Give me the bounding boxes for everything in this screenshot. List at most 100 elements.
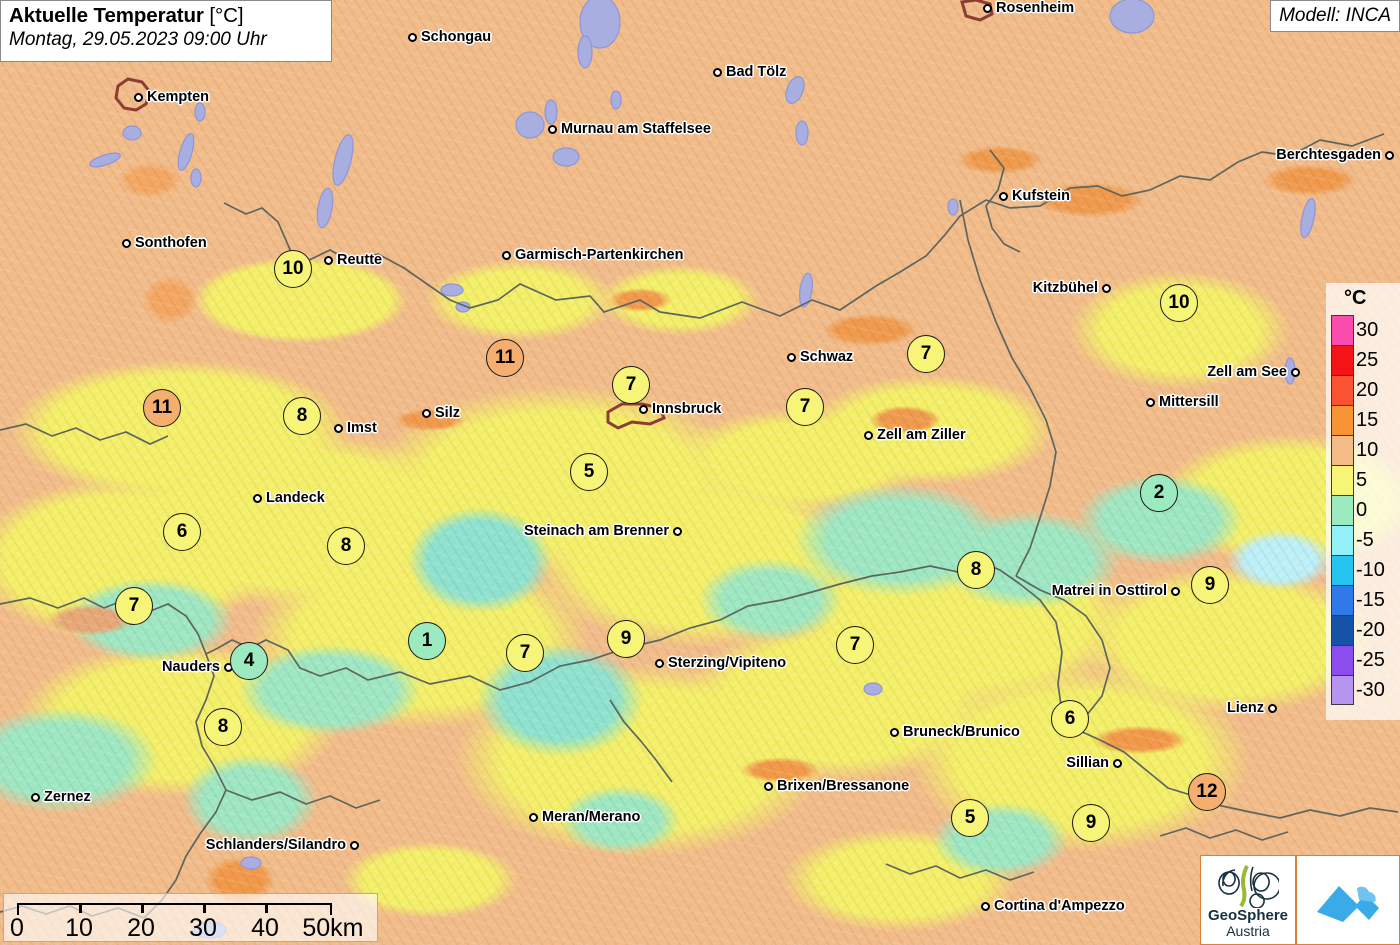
city-name: Sillian — [1066, 755, 1109, 771]
legend-tick-minus20: -20 — [1356, 619, 1385, 641]
scale-label: 40 — [251, 914, 279, 942]
scale-label: 50km — [302, 914, 364, 942]
city-marker-icon — [1291, 367, 1300, 377]
legend-tick-minus25: -25 — [1356, 649, 1385, 671]
city-name: Matrei in Osttirol — [1051, 583, 1167, 599]
city-name: Schlanders/Silandro — [205, 837, 346, 853]
city-marker-icon — [890, 727, 899, 737]
city-name: Kempten — [147, 89, 210, 105]
city-name: Bad Tölz — [726, 64, 787, 80]
city-name: Innsbruck — [652, 401, 722, 417]
legend-tick-0: 0 — [1356, 499, 1368, 521]
legend-tick-minus30: -30 — [1356, 679, 1385, 701]
station-temperature-marker: 10 — [274, 250, 312, 288]
city-name: Cortina d'Ampezzo — [994, 898, 1125, 914]
legend-tick-minus15: -15 — [1356, 589, 1385, 611]
legend-swatch-0 — [1331, 495, 1354, 525]
city-name: Zell am See — [1207, 364, 1287, 380]
station-temperature-marker: 8 — [957, 551, 995, 589]
city-label: Kufstein — [999, 188, 1070, 204]
station-temperature-marker: 6 — [1051, 700, 1089, 738]
scale-label: 0 — [10, 914, 24, 942]
city-label: Garmisch-Partenkirchen — [502, 247, 683, 263]
city-name: Meran/Merano — [542, 809, 641, 825]
city-marker-icon — [673, 526, 682, 536]
city-marker-icon — [31, 792, 40, 802]
geosphere-logo-sub: Austria — [1226, 922, 1270, 939]
legend-swatch-30 — [1331, 315, 1354, 345]
geosphere-austria-logo: GeoSphere Austria — [1200, 855, 1296, 945]
city-label: Schongau — [408, 29, 491, 45]
legend-unit-label: °C — [1344, 287, 1367, 309]
city-name: Lienz — [1226, 700, 1264, 716]
city-marker-icon — [350, 840, 359, 850]
city-name: Kitzbühel — [1032, 280, 1098, 296]
legend-tick-minus5: -5 — [1356, 529, 1374, 551]
city-name: Landeck — [266, 490, 325, 506]
city-marker-icon — [1385, 150, 1394, 160]
blue-chevron-icon — [1317, 886, 1379, 922]
city-marker-icon — [253, 493, 262, 503]
city-marker-icon — [999, 191, 1008, 201]
station-temperature-marker: 8 — [283, 397, 321, 435]
temperature-legend: °C 30 25 20 15 10 5 0 -5 -10 -15 -20 -25 -30 — [1326, 283, 1400, 720]
city-name: Nauders — [161, 659, 220, 675]
city-label: Nauders — [162, 659, 233, 675]
scale-tick — [265, 903, 268, 913]
page-title: Aktuelle Temperatur [°C] — [9, 4, 323, 28]
city-marker-icon — [122, 238, 131, 248]
city-marker-icon — [422, 408, 431, 418]
city-name: Schwaz — [800, 349, 854, 365]
city-label: Cortina d'Ampezzo — [981, 898, 1125, 914]
city-label: Rosenheim — [983, 0, 1074, 16]
secondary-brand-logo — [1296, 855, 1400, 945]
legend-swatch-5 — [1331, 465, 1354, 495]
city-name: Bruneck/Brunico — [903, 724, 1020, 740]
city-marker-icon — [1102, 283, 1111, 293]
city-label: Sonthofen — [122, 235, 207, 251]
city-boundary-outlines — [114, 0, 994, 430]
legend-tick-15: 15 — [1356, 409, 1379, 431]
legend-swatch-15 — [1331, 405, 1354, 435]
city-marker-icon — [1171, 586, 1180, 596]
city-marker-icon — [1268, 703, 1277, 713]
legend-swatch-minus30 — [1331, 675, 1354, 705]
legend-tick-minus10: -10 — [1356, 559, 1385, 581]
legend-swatch-minus5 — [1331, 525, 1354, 555]
city-label: Zell am See — [1207, 364, 1300, 380]
city-label: Bad Tölz — [713, 64, 786, 80]
title-box: Aktuelle Temperatur [°C] Montag, 29.05.2… — [0, 0, 332, 62]
city-label: Zell am Ziller — [864, 427, 966, 443]
scale-tick — [141, 903, 144, 913]
administrative-borders — [0, 133, 1399, 919]
city-label: Berchtesgaden — [1276, 147, 1394, 163]
city-marker-icon — [134, 92, 143, 102]
station-temperature-marker: 4 — [230, 642, 268, 680]
geosphere-logo-name: GeoSphere — [1207, 906, 1289, 924]
lakes-layer — [89, 0, 1316, 939]
station-temperature-marker: 9 — [607, 620, 645, 658]
city-name: Mittersill — [1159, 394, 1219, 410]
station-temperature-marker: 6 — [163, 513, 201, 551]
city-marker-icon — [548, 124, 557, 134]
station-temperature-marker: 9 — [1191, 566, 1229, 604]
city-name: Silz — [435, 405, 460, 421]
city-name: Brixen/Bressanone — [777, 778, 910, 794]
scale-label: 30 — [189, 914, 217, 942]
station-temperature-marker: 7 — [612, 366, 650, 404]
scale-label: 20 — [127, 914, 155, 942]
scale-bar-rule — [17, 903, 332, 915]
scale-tick — [79, 903, 82, 913]
model-box: Modell: INCA — [1270, 0, 1400, 32]
scale-bar: 0 10 20 30 40 50km — [3, 893, 378, 942]
station-temperature-marker: 7 — [115, 587, 153, 625]
city-name: Reutte — [337, 252, 383, 268]
legend-colorbar — [1331, 315, 1354, 705]
city-label: Brixen/Bressanone — [764, 778, 909, 794]
city-marker-icon — [408, 32, 417, 42]
city-label: Innsbruck — [639, 401, 721, 417]
title-main-text: Aktuelle Temperatur — [9, 4, 204, 27]
legend-tick-labels: 30 25 20 15 10 5 0 -5 -10 -15 -20 -25 -30 — [1356, 315, 1400, 705]
station-temperature-marker: 8 — [327, 527, 365, 565]
